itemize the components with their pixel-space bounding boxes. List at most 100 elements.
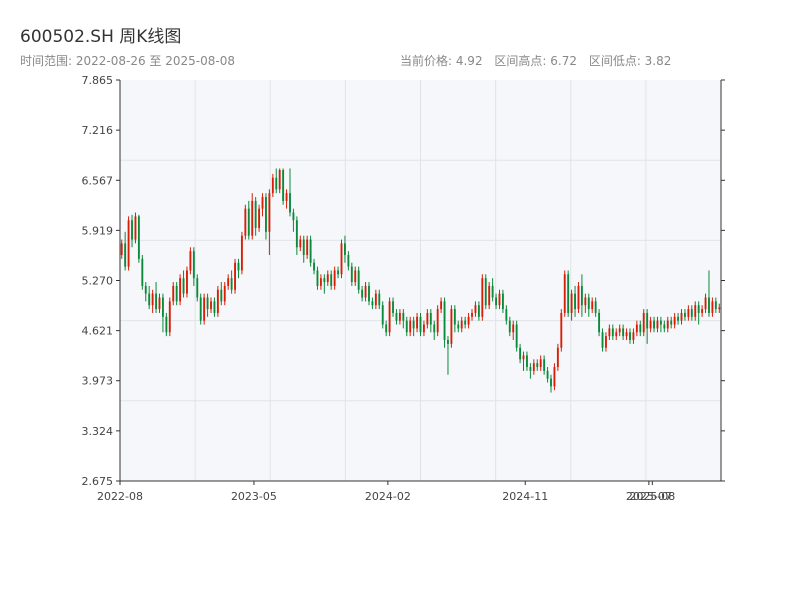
candle-body [237, 262, 240, 271]
candle-body [632, 332, 635, 340]
candle [385, 320, 388, 337]
candle-body [512, 324, 515, 333]
candle-body [553, 367, 556, 387]
candle [192, 247, 195, 286]
candle-body [144, 285, 147, 294]
candle-body [711, 301, 714, 313]
candle-body [464, 320, 467, 325]
candle [450, 305, 453, 348]
candle [295, 216, 298, 256]
candle-body [570, 293, 573, 313]
candle-body [646, 312, 649, 329]
candle [268, 189, 271, 256]
candle-body [254, 200, 257, 228]
candle [701, 305, 704, 317]
candle [319, 274, 322, 290]
y-axis-ticks: 7.865 7.216 6.567 5.919 5.270 4.621 3.973 3.324… [82, 74, 725, 488]
candle-body [175, 285, 178, 302]
candle-body [550, 378, 552, 387]
candle [646, 309, 649, 344]
candle [337, 266, 340, 279]
candle [402, 309, 405, 329]
candle [498, 289, 501, 310]
candle-body [213, 301, 216, 313]
candle [368, 282, 370, 306]
candle [326, 270, 329, 286]
candle-body [347, 255, 350, 267]
candle-body [673, 316, 676, 325]
candle [354, 266, 357, 286]
candle-body [357, 270, 360, 290]
x-tick-label: 2022-08 [97, 490, 143, 503]
candle-body [580, 285, 583, 306]
candle-body [227, 278, 230, 286]
candle [550, 374, 552, 393]
candle-body [433, 324, 436, 333]
candle [144, 282, 147, 302]
candle-body [663, 324, 666, 329]
candle [409, 316, 412, 337]
candle-body [230, 278, 233, 290]
candle-body [165, 316, 168, 333]
candle [605, 332, 607, 352]
candle [477, 301, 480, 321]
candle-body [381, 305, 384, 325]
candle-body [629, 332, 631, 340]
candle [433, 320, 436, 340]
candle-body [371, 301, 374, 306]
candle [694, 301, 697, 321]
candle [618, 324, 621, 337]
candle [543, 355, 546, 375]
chart-title: 600502.SH 周K线图 [20, 27, 182, 47]
candle [656, 316, 659, 333]
candle [491, 278, 494, 302]
candle-body [182, 278, 185, 294]
candle-body [395, 312, 398, 321]
candle-body [368, 285, 370, 302]
x-tick-label: 2023-05 [231, 490, 277, 503]
candle-body [649, 320, 652, 329]
candle [203, 293, 206, 325]
candle-body [206, 297, 209, 310]
candle-body [196, 278, 199, 298]
candle [313, 258, 315, 275]
candle [182, 270, 185, 298]
candle [429, 309, 432, 333]
candle-body [344, 243, 346, 256]
candle-body [591, 301, 594, 310]
candle [223, 282, 226, 306]
candle [584, 293, 587, 313]
candle [357, 266, 360, 294]
candle-body [635, 324, 638, 333]
candle [673, 312, 676, 329]
candle [508, 316, 511, 337]
candle-body [605, 336, 607, 348]
candle-body [701, 309, 704, 313]
candle-body [361, 289, 364, 298]
candle-body [677, 316, 680, 321]
candle [282, 168, 285, 205]
y-tick-label: 2.675 [82, 475, 114, 488]
candle-body [642, 312, 645, 333]
candle [539, 355, 542, 371]
x-tick-label: 2025-07 [626, 490, 672, 503]
candle [299, 235, 302, 252]
y-tick-label: 5.919 [82, 224, 114, 237]
candle-body [543, 359, 546, 371]
candle [151, 289, 154, 313]
candle [265, 193, 267, 240]
candle [697, 301, 700, 325]
candle-body [354, 270, 357, 283]
candle [340, 239, 343, 279]
candle-body [422, 324, 425, 333]
candle [378, 289, 381, 310]
y-tick-label: 7.865 [82, 74, 114, 87]
candle-body [484, 278, 487, 306]
candle [216, 285, 219, 317]
candle-body [429, 312, 432, 325]
candle-body [378, 293, 381, 306]
candle [141, 255, 144, 290]
candle-body [172, 285, 175, 302]
candle-body [505, 309, 508, 321]
candle-body [618, 328, 621, 333]
